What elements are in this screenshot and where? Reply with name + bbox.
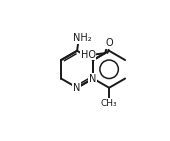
Text: N: N bbox=[89, 73, 96, 83]
Text: CH₃: CH₃ bbox=[101, 99, 117, 108]
Text: HO: HO bbox=[81, 50, 96, 60]
Text: N: N bbox=[73, 83, 80, 93]
Text: NH₂: NH₂ bbox=[73, 33, 92, 43]
Text: O: O bbox=[105, 38, 113, 48]
